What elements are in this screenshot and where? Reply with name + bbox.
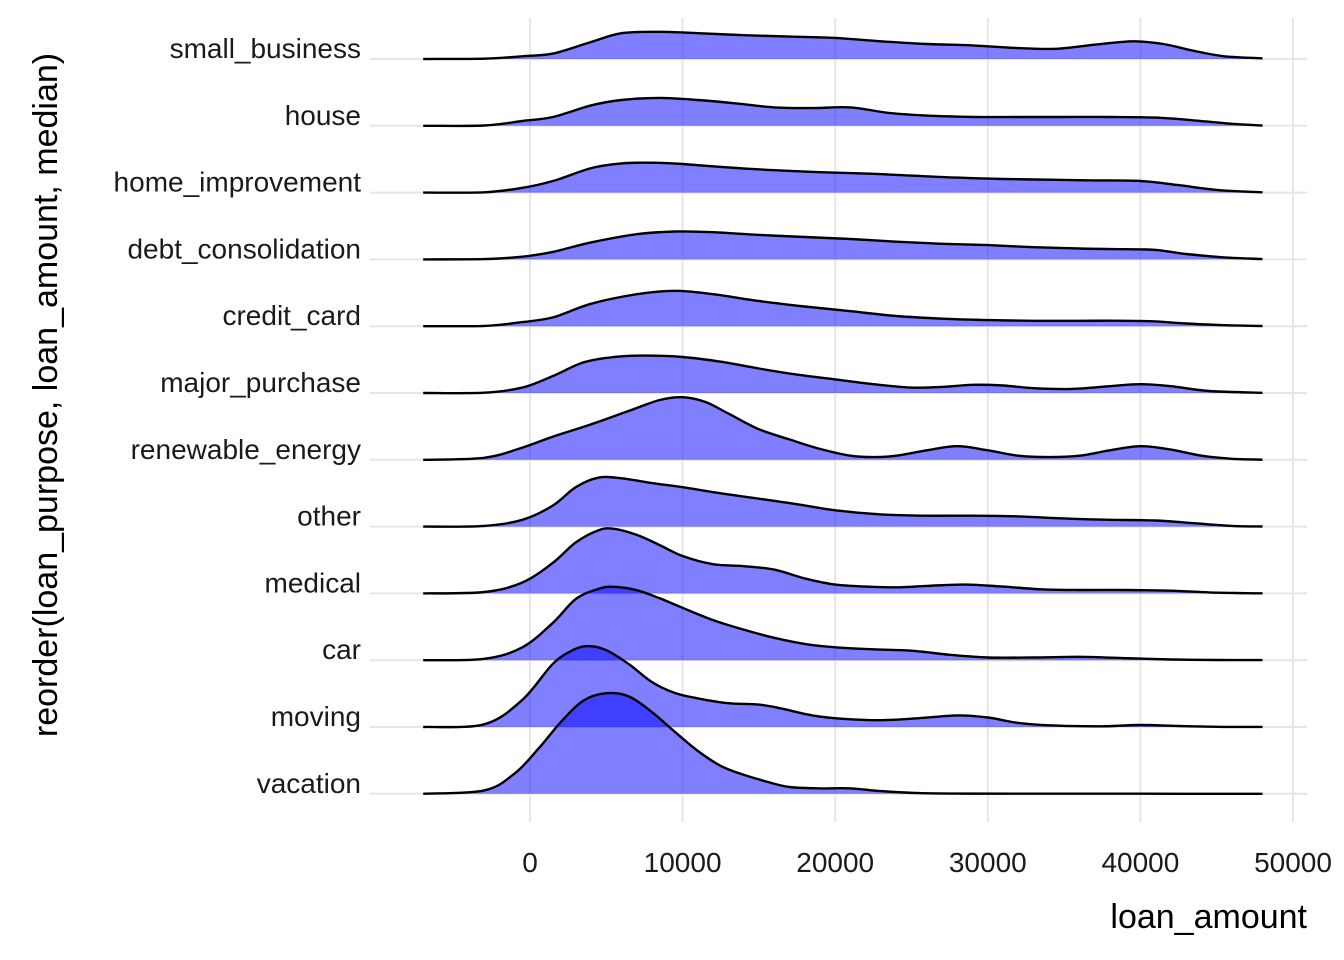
ridge-line-debt-consolidation — [423, 230, 1263, 261]
ridge-area-home-improvement — [423, 162, 1263, 193]
ridges — [423, 30, 1263, 795]
grid — [370, 18, 1307, 822]
y-tick-label: debt_consolidation — [127, 233, 361, 264]
ridge-line-house — [423, 96, 1263, 128]
ridge-area-credit-card — [423, 290, 1263, 327]
ridge-area-small-business — [423, 31, 1263, 59]
ridge-line-other — [423, 475, 1263, 528]
x-tick-label: 0 — [522, 847, 538, 878]
y-tick-label: credit_card — [222, 300, 361, 331]
ridge-line-vacation — [423, 691, 1263, 795]
x-tick-label: 20000 — [796, 847, 874, 878]
y-tick-label: car — [322, 634, 361, 665]
ridge-line-major-purchase — [423, 354, 1263, 395]
y-tick-label: vacation — [257, 768, 361, 799]
x-tick-label: 10000 — [644, 847, 722, 878]
ridge-line-moving — [423, 644, 1263, 729]
ridge-line-credit-card — [423, 289, 1263, 328]
x-axis-title: loan_amount — [1110, 898, 1307, 936]
ridge-line-medical — [423, 527, 1263, 595]
y-tick-label: small_business — [170, 33, 361, 64]
ridge-area-car — [423, 586, 1263, 661]
x-tick-label: 30000 — [949, 847, 1027, 878]
ridge-area-major-purchase — [423, 355, 1263, 394]
ridge-area-renewable-energy — [423, 397, 1263, 460]
ridge-area-debt-consolidation — [423, 231, 1263, 260]
y-tick-label: renewable_energy — [131, 434, 361, 465]
x-tick-labels: 0 10000 20000 30000 40000 50000 — [522, 847, 1332, 878]
ridge-line-car — [423, 585, 1263, 662]
ridge-area-other — [423, 476, 1263, 527]
y-tick-label: medical — [265, 567, 361, 598]
x-tick-label: 40000 — [1101, 847, 1179, 878]
ridge-area-medical — [423, 528, 1263, 594]
y-tick-label: other — [297, 501, 361, 532]
ridge-area-vacation — [423, 692, 1263, 794]
y-tick-label: house — [285, 100, 361, 131]
y-tick-label: moving — [271, 701, 361, 732]
y-tick-label: major_purchase — [160, 367, 361, 398]
x-tick-label: 50000 — [1254, 847, 1332, 878]
ridge-line-small-business — [423, 30, 1263, 61]
ridge-area-house — [423, 97, 1263, 126]
y-axis-title: reorder(loan_purpose, loan_amount, media… — [27, 53, 65, 737]
ridge-line-renewable-energy — [423, 395, 1263, 461]
y-tick-label: home_improvement — [114, 167, 362, 198]
ridge-line-home-improvement — [423, 161, 1263, 194]
